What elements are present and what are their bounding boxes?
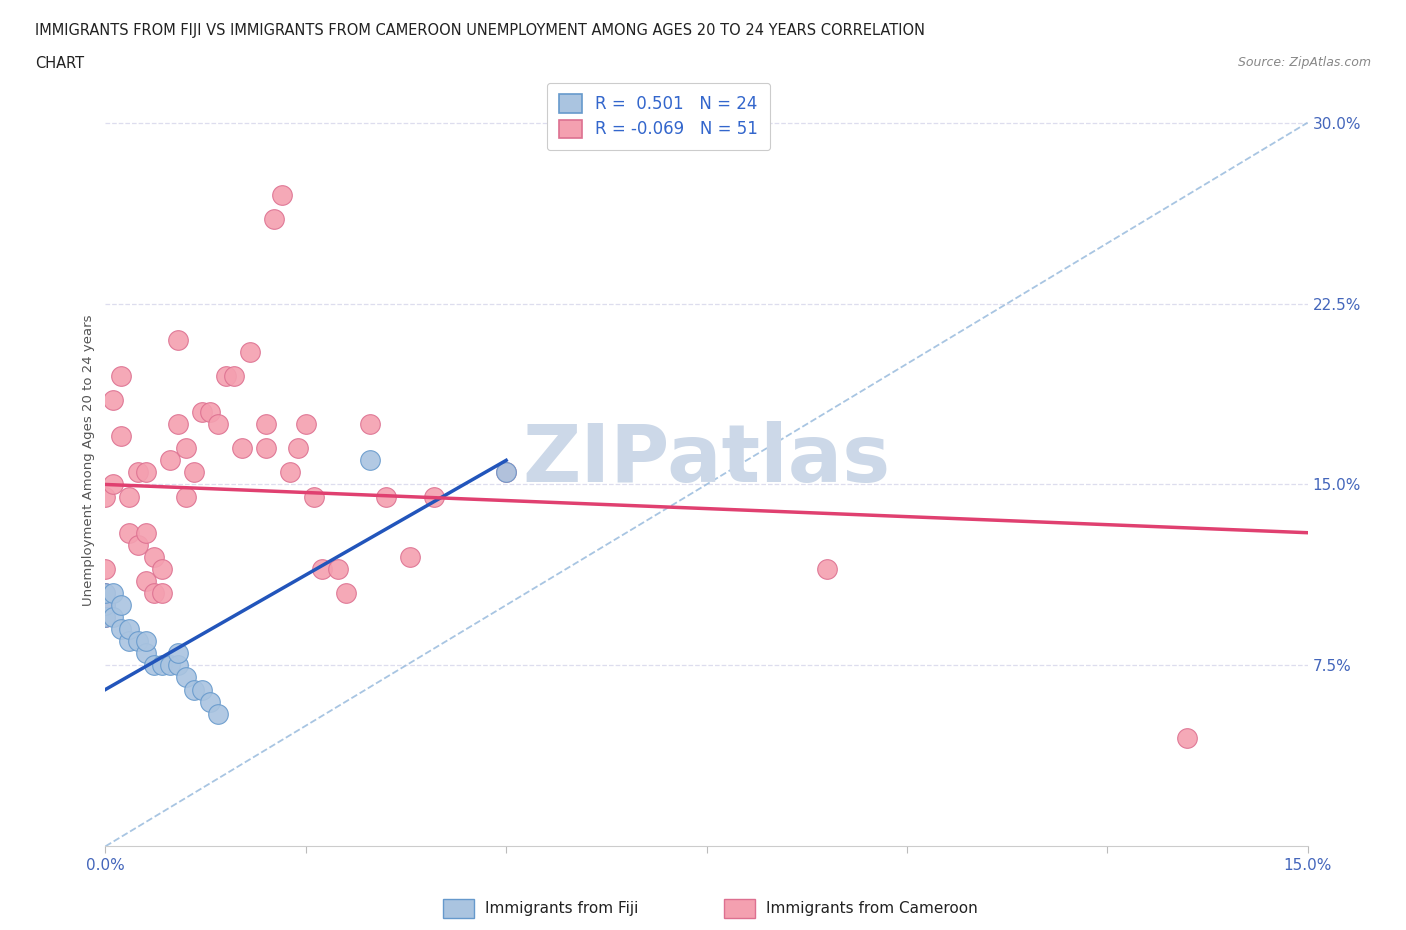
Point [118,489,141,504]
Text: Immigrants from Fiji: Immigrants from Fiji [485,901,638,916]
Point [214,368,236,383]
Point [110,598,132,613]
Point [263,212,285,227]
Point [94,489,117,504]
Point [159,453,181,468]
Point [359,417,381,432]
Point [142,550,165,565]
Point [495,465,517,480]
Legend: R =  0.501   N = 24, R = -0.069   N = 51: R = 0.501 N = 24, R = -0.069 N = 51 [547,83,770,150]
Point [239,344,262,359]
Y-axis label: Unemployment Among Ages 20 to 24 years: Unemployment Among Ages 20 to 24 years [82,314,96,606]
Point [110,368,132,383]
Point [423,489,446,504]
Point [103,586,125,601]
Text: CHART: CHART [35,56,84,71]
Point [207,706,229,721]
Point [166,658,188,672]
Point [135,574,157,589]
Point [135,646,157,661]
Point [142,586,165,601]
Point [150,658,173,672]
Point [198,405,221,419]
Point [374,489,398,504]
Point [254,417,277,432]
Point [222,368,245,383]
Point [495,465,517,480]
Point [135,465,157,480]
Point [174,489,197,504]
Point [159,658,181,672]
Point [166,417,188,432]
Point [198,694,221,709]
Point [110,622,132,637]
Point [183,465,205,480]
Point [110,429,132,444]
Point [174,441,197,456]
Point [150,562,173,577]
Point [815,562,838,577]
Point [359,453,381,468]
Point [311,562,333,577]
Text: ZIPatlas: ZIPatlas [523,421,890,499]
Point [174,670,197,684]
Point [166,332,188,347]
Point [135,634,157,649]
Point [103,392,125,407]
Point [295,417,318,432]
Text: IMMIGRANTS FROM FIJI VS IMMIGRANTS FROM CAMEROON UNEMPLOYMENT AMONG AGES 20 TO 2: IMMIGRANTS FROM FIJI VS IMMIGRANTS FROM … [35,23,925,38]
Point [166,646,188,661]
Point [103,610,125,625]
Point [190,405,212,419]
Point [1177,730,1199,745]
Point [142,658,165,672]
Point [287,441,309,456]
Point [302,489,325,504]
Point [270,188,292,203]
Point [94,598,117,613]
Point [94,610,117,625]
Point [94,586,117,601]
Point [190,682,212,697]
Point [118,525,141,540]
Point [399,550,422,565]
Point [103,477,125,492]
Text: Source: ZipAtlas.com: Source: ZipAtlas.com [1237,56,1371,69]
Point [118,622,141,637]
Text: Immigrants from Cameroon: Immigrants from Cameroon [766,901,979,916]
Point [127,465,149,480]
Point [254,441,277,456]
Point [278,465,301,480]
Point [118,634,141,649]
Point [94,598,117,613]
Point [94,562,117,577]
Point [150,586,173,601]
Point [207,417,229,432]
Point [127,538,149,552]
Point [183,682,205,697]
Point [127,634,149,649]
Point [335,586,357,601]
Point [94,586,117,601]
Point [231,441,253,456]
Point [94,610,117,625]
Point [326,562,349,577]
Point [135,525,157,540]
